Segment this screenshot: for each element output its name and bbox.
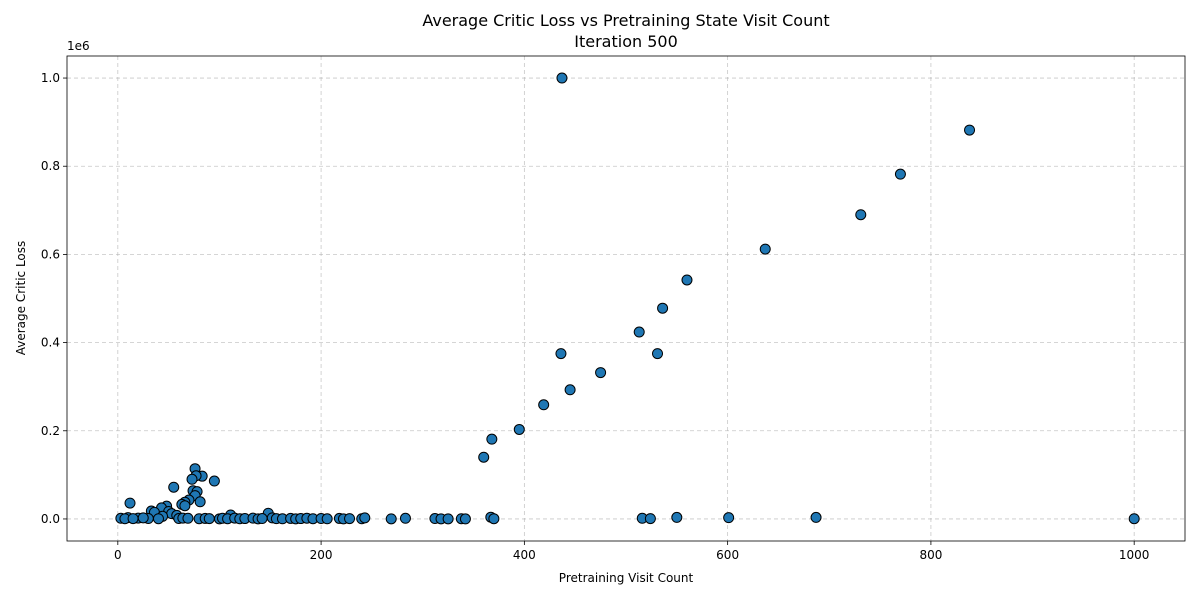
data-point [810, 511, 822, 523]
chart-subtitle: Iteration 500 [574, 32, 678, 51]
data-point [182, 512, 194, 524]
y-tick-label: 0.6 [41, 247, 60, 261]
x-tick-label: 1000 [1119, 548, 1150, 562]
data-point [179, 500, 191, 512]
data-point [657, 302, 669, 314]
data-point [964, 124, 976, 136]
data-point [633, 326, 645, 338]
data-point [152, 513, 164, 525]
data-point [321, 513, 333, 525]
data-point [894, 168, 906, 180]
y-offset-label: 1e6 [67, 39, 90, 53]
data-points [115, 72, 1140, 525]
y-tick-label: 0.4 [41, 336, 60, 350]
data-point [168, 481, 180, 493]
data-point [723, 512, 735, 524]
data-point [186, 473, 198, 485]
axis-ticks: 0 200 400 600 800 1000 0.0 0.2 0.4 0.6 0.8 1.0 [41, 71, 1150, 562]
data-point [1128, 513, 1140, 525]
data-point [671, 511, 683, 523]
data-point [555, 348, 567, 360]
y-tick-label: 0.2 [41, 424, 60, 438]
data-point [855, 209, 867, 221]
grid-lines [67, 56, 1185, 541]
data-point [595, 367, 607, 379]
data-point [652, 348, 664, 360]
data-point [478, 451, 490, 463]
data-point [759, 243, 771, 255]
data-point [344, 513, 356, 525]
data-point [538, 399, 550, 411]
data-point [459, 513, 471, 525]
x-tick-label: 0 [114, 548, 122, 562]
data-point [127, 513, 139, 525]
data-point [442, 513, 454, 525]
data-point [681, 274, 693, 286]
data-point [194, 496, 206, 508]
y-tick-label: 1.0 [41, 71, 60, 85]
data-point [137, 512, 149, 524]
data-point [488, 513, 500, 525]
data-point [564, 384, 576, 396]
data-point [359, 512, 371, 524]
x-tick-label: 200 [310, 548, 333, 562]
data-point [203, 513, 215, 525]
data-point [399, 512, 411, 524]
chart-title: Average Critic Loss vs Pretraining State… [422, 11, 829, 30]
data-point [644, 513, 656, 525]
data-point [208, 475, 220, 487]
y-axis-label: Average Critic Loss [14, 241, 28, 356]
data-point [385, 513, 397, 525]
y-tick-label: 0.8 [41, 159, 60, 173]
x-axis-label: Pretraining Visit Count [559, 571, 694, 585]
data-point [556, 72, 568, 84]
x-tick-label: 400 [513, 548, 536, 562]
x-tick-label: 600 [716, 548, 739, 562]
data-point [256, 513, 268, 525]
data-point [486, 433, 498, 445]
y-tick-label: 0.0 [41, 512, 60, 526]
plot-frame [66, 55, 1186, 542]
x-tick-label: 800 [919, 548, 942, 562]
data-point [513, 423, 525, 435]
data-point [124, 497, 136, 509]
